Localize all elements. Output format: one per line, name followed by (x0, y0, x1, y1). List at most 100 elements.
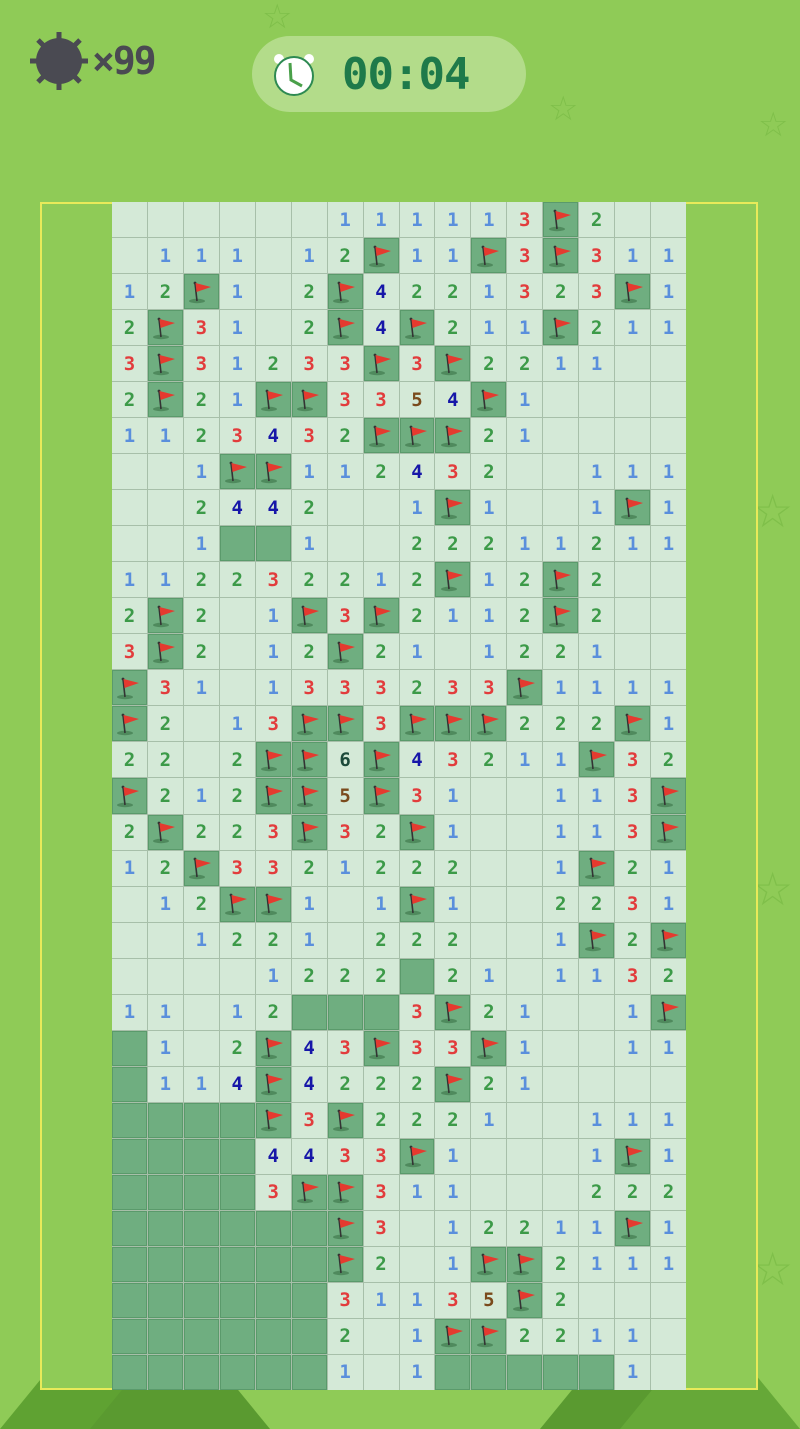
cell-number[interactable]: 1 (615, 670, 651, 706)
cell-empty[interactable] (219, 670, 255, 706)
cell-flagged[interactable] (507, 1246, 543, 1282)
cell-number[interactable]: 3 (363, 382, 399, 418)
cell-number[interactable]: 1 (291, 526, 327, 562)
cell-unrevealed[interactable] (291, 1210, 327, 1246)
cell-empty[interactable] (507, 814, 543, 850)
cell-unrevealed[interactable] (183, 1246, 219, 1282)
cell-number[interactable]: 1 (543, 922, 579, 958)
cell-number[interactable]: 2 (112, 310, 147, 346)
cell-flagged[interactable] (112, 670, 147, 706)
cell-unrevealed[interactable] (147, 1318, 183, 1354)
cell-empty[interactable] (147, 526, 183, 562)
cell-unrevealed[interactable] (255, 1210, 291, 1246)
cell-number[interactable]: 1 (147, 238, 183, 274)
cell-number[interactable]: 1 (147, 418, 183, 454)
cell-flagged[interactable] (112, 778, 147, 814)
cell-unrevealed[interactable] (291, 994, 327, 1030)
cell-number[interactable]: 1 (183, 238, 219, 274)
cell-empty[interactable] (579, 1066, 615, 1102)
cell-flagged[interactable] (579, 850, 615, 886)
cell-flagged[interactable] (435, 994, 471, 1030)
cell-empty[interactable] (615, 418, 651, 454)
cell-number[interactable]: 1 (147, 1030, 183, 1066)
cell-flagged[interactable] (147, 310, 183, 346)
cell-unrevealed[interactable] (291, 1282, 327, 1318)
cell-empty[interactable] (112, 490, 147, 526)
cell-flagged[interactable] (399, 814, 435, 850)
cell-number[interactable]: 2 (327, 238, 363, 274)
cell-number[interactable]: 1 (615, 1246, 651, 1282)
cell-number[interactable]: 2 (291, 274, 327, 310)
cell-unrevealed[interactable] (219, 1138, 255, 1174)
cell-number[interactable]: 5 (471, 1282, 507, 1318)
cell-flagged[interactable] (255, 778, 291, 814)
cell-flagged[interactable] (183, 274, 219, 310)
cell-unrevealed[interactable] (112, 1102, 147, 1138)
cell-number[interactable]: 3 (327, 1282, 363, 1318)
cell-number[interactable]: 2 (219, 922, 255, 958)
cell-flagged[interactable] (579, 742, 615, 778)
cell-empty[interactable] (543, 1066, 579, 1102)
cell-flagged[interactable] (112, 706, 147, 742)
cell-number[interactable]: 3 (399, 994, 435, 1030)
cell-flagged[interactable] (327, 274, 363, 310)
cell-number[interactable]: 1 (435, 1246, 471, 1282)
cell-number[interactable]: 1 (471, 562, 507, 598)
cell-unrevealed[interactable] (147, 1210, 183, 1246)
cell-number[interactable]: 4 (435, 382, 471, 418)
cell-empty[interactable] (507, 1174, 543, 1210)
cell-empty[interactable] (615, 1282, 651, 1318)
cell-unrevealed[interactable] (219, 1102, 255, 1138)
cell-flagged[interactable] (363, 598, 399, 634)
cell-number[interactable]: 2 (579, 202, 615, 238)
cell-number[interactable]: 1 (435, 598, 471, 634)
cell-number[interactable]: 1 (543, 1210, 579, 1246)
cell-number[interactable]: 2 (291, 562, 327, 598)
cell-number[interactable]: 3 (255, 1174, 291, 1210)
cell-empty[interactable] (471, 886, 507, 922)
cell-number[interactable]: 1 (219, 706, 255, 742)
cell-empty[interactable] (147, 958, 183, 994)
cell-flagged[interactable] (651, 994, 686, 1030)
cell-empty[interactable] (291, 202, 327, 238)
cell-number[interactable]: 1 (399, 1354, 435, 1390)
cell-number[interactable]: 3 (615, 814, 651, 850)
cell-number[interactable]: 4 (291, 1066, 327, 1102)
cell-number[interactable]: 3 (435, 742, 471, 778)
cell-number[interactable]: 3 (507, 274, 543, 310)
cell-number[interactable]: 2 (543, 1318, 579, 1354)
cell-flagged[interactable] (543, 598, 579, 634)
cell-flagged[interactable] (255, 454, 291, 490)
cell-number[interactable]: 3 (219, 418, 255, 454)
cell-number[interactable]: 2 (363, 1246, 399, 1282)
cell-unrevealed[interactable] (112, 1354, 147, 1390)
cell-number[interactable]: 2 (543, 274, 579, 310)
cell-unrevealed[interactable] (147, 1102, 183, 1138)
cell-number[interactable]: 1 (219, 238, 255, 274)
cell-flagged[interactable] (291, 706, 327, 742)
cell-unrevealed[interactable] (507, 1354, 543, 1390)
cell-empty[interactable] (363, 1318, 399, 1354)
cell-number[interactable]: 1 (651, 850, 686, 886)
cell-empty[interactable] (147, 202, 183, 238)
cell-flagged[interactable] (615, 706, 651, 742)
cell-empty[interactable] (147, 922, 183, 958)
cell-number[interactable]: 1 (255, 598, 291, 634)
cell-number[interactable]: 2 (183, 598, 219, 634)
cell-number[interactable]: 2 (183, 886, 219, 922)
cell-flagged[interactable] (183, 850, 219, 886)
cell-number[interactable]: 2 (147, 850, 183, 886)
cell-number[interactable]: 2 (183, 418, 219, 454)
cell-empty[interactable] (471, 814, 507, 850)
cell-flagged[interactable] (255, 1102, 291, 1138)
cell-empty[interactable] (579, 1030, 615, 1066)
cell-number[interactable]: 6 (327, 742, 363, 778)
cell-number[interactable]: 2 (435, 274, 471, 310)
cell-number[interactable]: 1 (579, 490, 615, 526)
cell-flagged[interactable] (327, 706, 363, 742)
cell-number[interactable]: 2 (471, 526, 507, 562)
cell-flagged[interactable] (399, 310, 435, 346)
cell-empty[interactable] (507, 958, 543, 994)
cell-number[interactable]: 4 (255, 490, 291, 526)
cell-number[interactable]: 2 (255, 994, 291, 1030)
